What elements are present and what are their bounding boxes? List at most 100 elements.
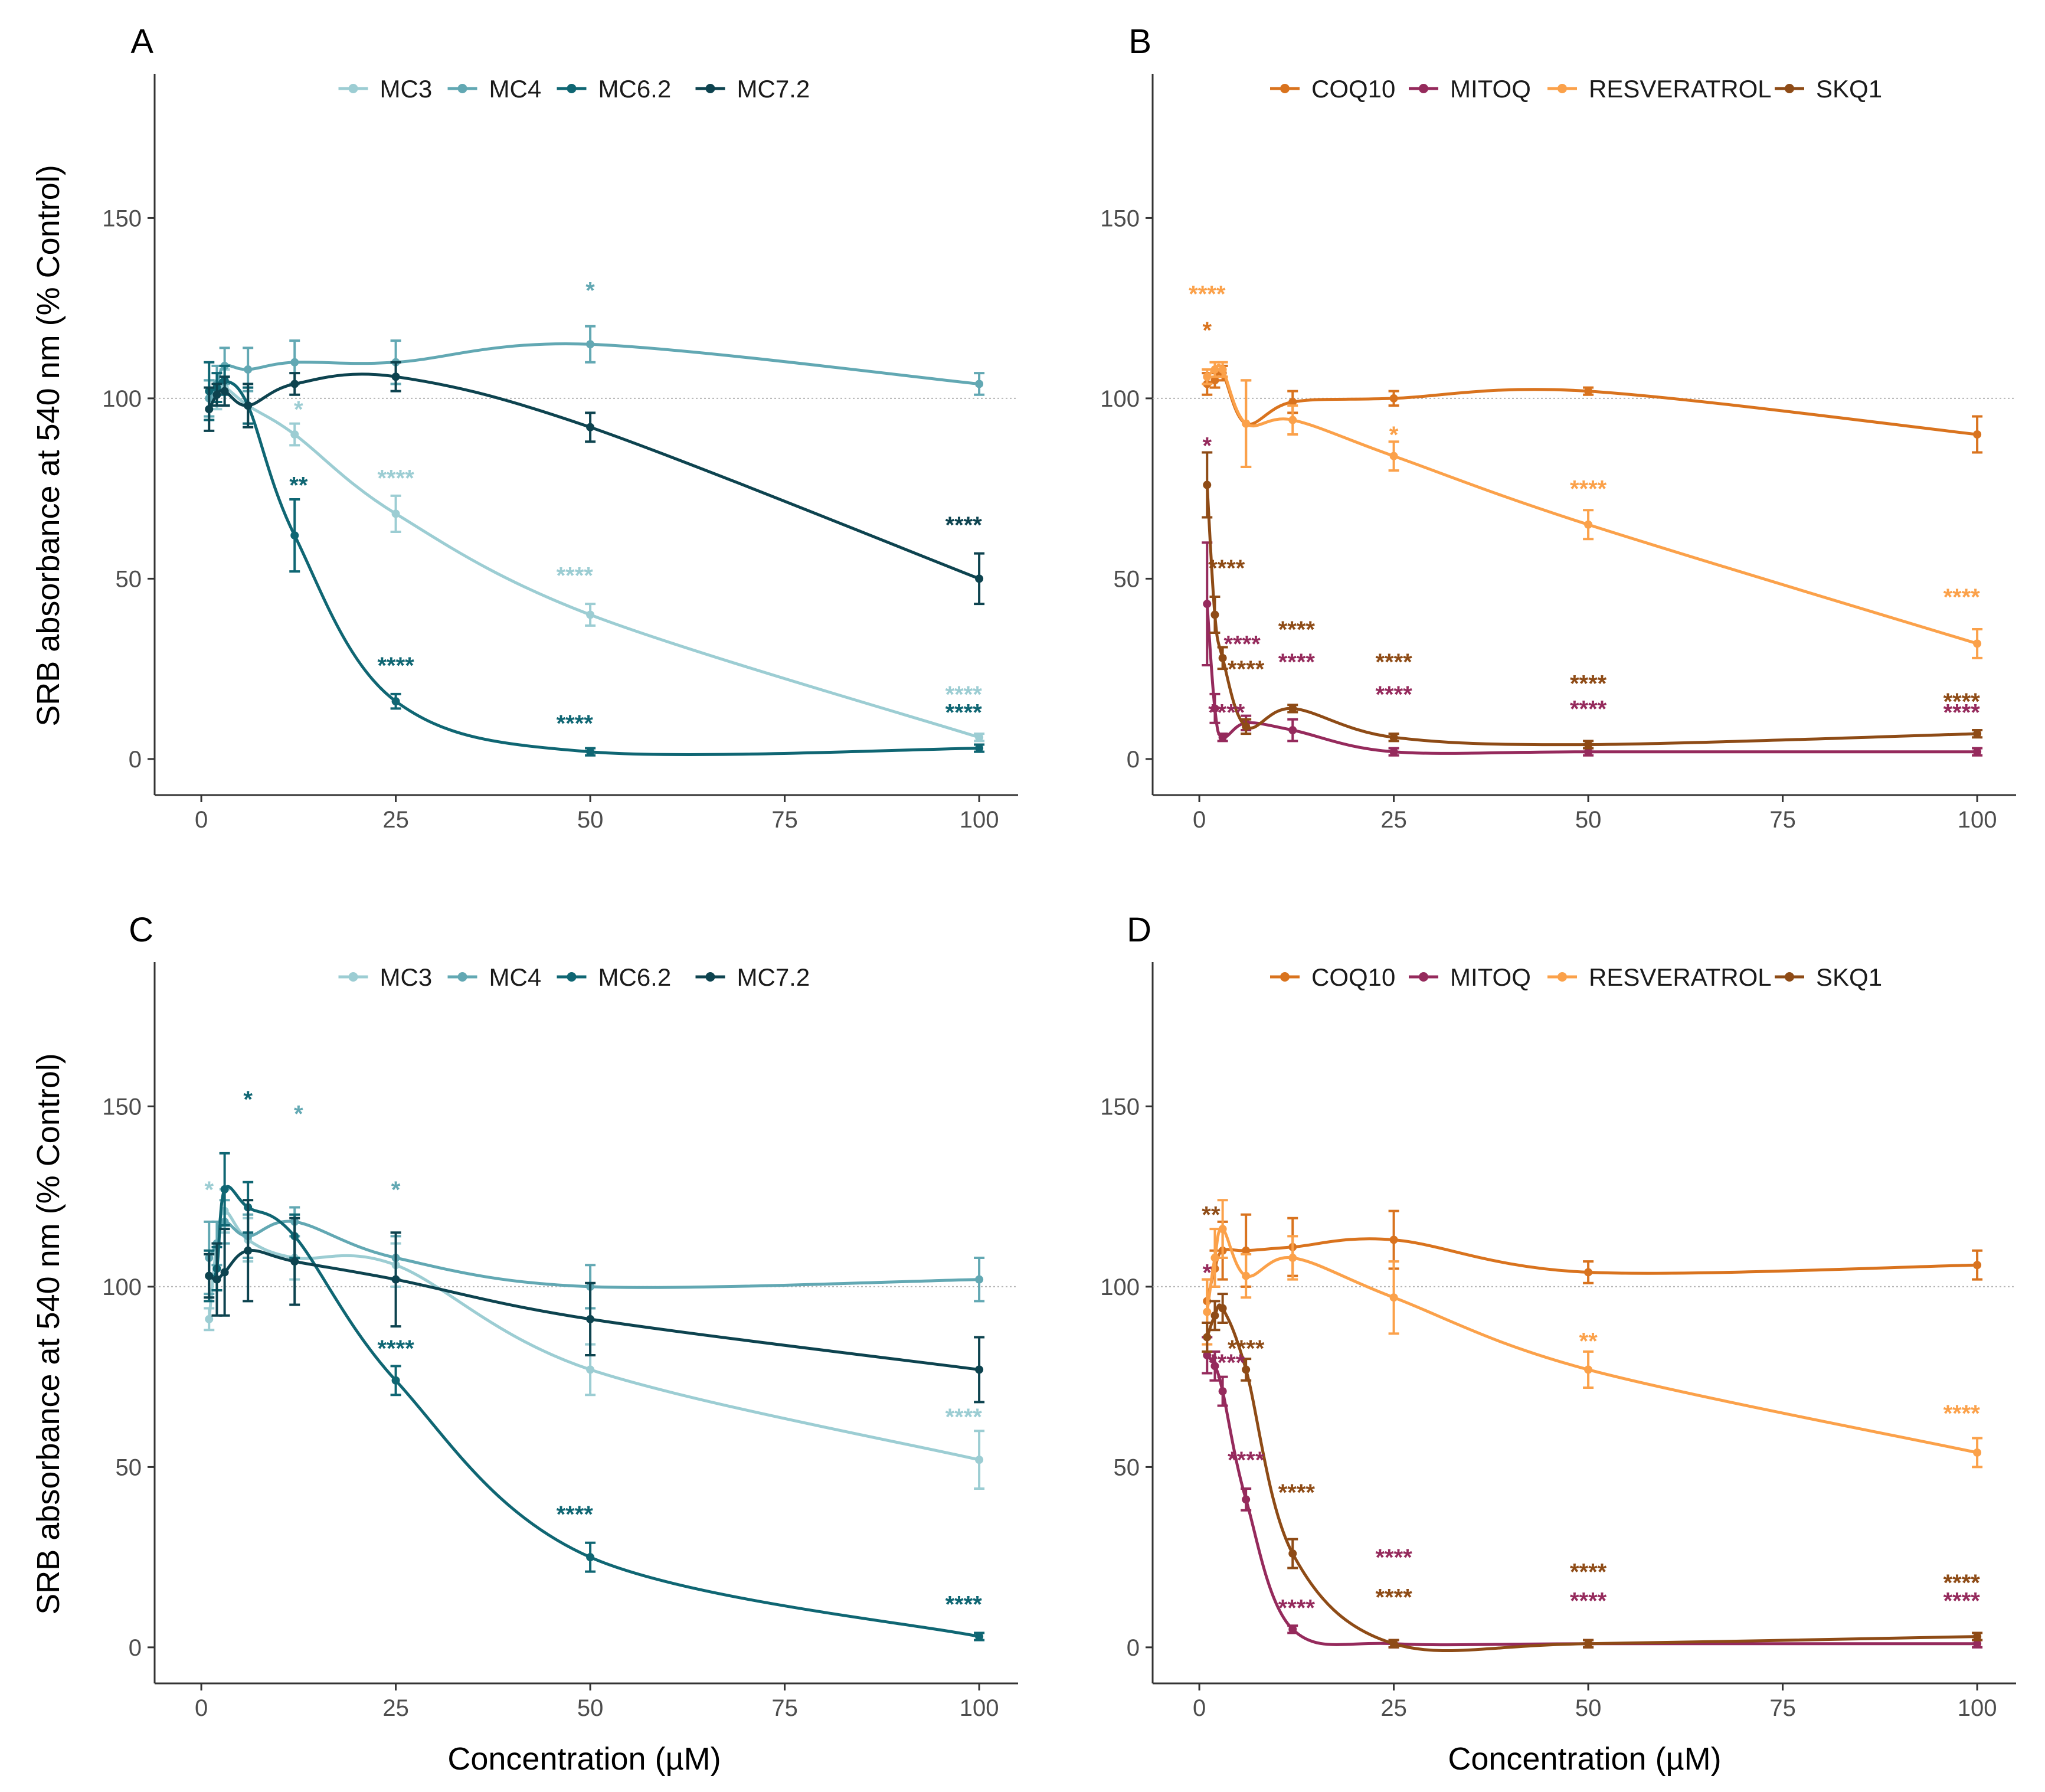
data-point	[391, 1376, 400, 1385]
data-point	[1210, 1362, 1219, 1371]
data-point	[1288, 416, 1297, 424]
series-line	[1205, 604, 1978, 755]
significance-label: *	[585, 278, 595, 304]
significance-label: ****	[1943, 689, 1981, 715]
significance-label: ****	[1570, 476, 1607, 502]
data-point	[586, 340, 595, 349]
significance-label: ****	[1208, 1350, 1245, 1376]
significance-label: ****	[1570, 696, 1607, 722]
y-tick-label: 150	[1100, 1094, 1140, 1120]
x-tick-label: 50	[1575, 1695, 1602, 1721]
significance-label: ****	[377, 1336, 414, 1362]
data-point	[290, 380, 299, 388]
data-point	[290, 358, 299, 367]
legend-label: SKQ1	[1816, 963, 1882, 991]
legend-marker	[457, 972, 467, 982]
data-point	[290, 430, 299, 439]
significance-label: *	[1202, 1260, 1212, 1286]
data-point	[1288, 726, 1297, 735]
significance-label: ****	[557, 563, 594, 588]
data-point	[391, 372, 400, 381]
x-tick-label: 100	[1958, 1695, 1997, 1721]
legend-label: COQ10	[1311, 963, 1395, 991]
legend-label: SKQ1	[1816, 75, 1882, 103]
significance-label: ****	[1570, 1588, 1607, 1614]
data-point	[1242, 419, 1251, 428]
data-point	[1584, 747, 1593, 756]
series-MC4	[204, 325, 985, 418]
significance-label: ****	[1375, 649, 1412, 675]
legend-label: MITOQ	[1450, 75, 1531, 103]
data-point	[1210, 365, 1219, 374]
data-point	[391, 1275, 400, 1284]
series-MC7.2	[204, 361, 985, 606]
significance-label: *	[294, 397, 303, 423]
significance-label: ****	[1375, 682, 1412, 708]
data-point	[1584, 1268, 1593, 1277]
x-tick-label: 75	[1769, 807, 1796, 833]
significance-label: *	[1202, 433, 1212, 459]
data-point	[220, 1268, 229, 1277]
panel-label: C	[129, 911, 153, 949]
data-point	[975, 1365, 984, 1374]
data-point	[1584, 387, 1593, 395]
series-MITOQ	[1202, 541, 1983, 757]
significance-label: ****	[1208, 699, 1245, 725]
data-point	[1584, 520, 1593, 529]
data-point	[1288, 398, 1297, 407]
significance-label: ****	[945, 682, 983, 708]
data-point	[1973, 639, 1982, 648]
data-point	[1242, 1365, 1251, 1374]
series-line	[208, 1219, 980, 1289]
significance-label: *	[243, 1087, 253, 1113]
significance-label: ****	[1375, 1545, 1412, 1571]
series-line	[208, 372, 980, 580]
y-tick-label: 150	[1100, 205, 1140, 231]
data-point	[975, 380, 984, 388]
data-point	[1973, 1639, 1982, 1648]
data-point	[1218, 1387, 1227, 1396]
legend-label: MC6.2	[598, 75, 672, 103]
data-point	[1973, 747, 1982, 756]
legend-label: MC7.2	[737, 963, 810, 991]
significance-label: ****	[1943, 584, 1981, 610]
data-point	[975, 1456, 984, 1464]
significance-label: *	[391, 1177, 401, 1203]
data-point	[212, 390, 221, 399]
panel-label: D	[1127, 911, 1151, 949]
significance-label: ****	[1208, 555, 1245, 581]
significance-label: ****	[1278, 1480, 1316, 1506]
significance-label: ****	[1570, 671, 1607, 697]
data-point	[1203, 1307, 1212, 1316]
series-MC3	[204, 1188, 985, 1490]
data-point	[391, 509, 400, 518]
series-line	[208, 1185, 980, 1639]
y-tick-label: 150	[102, 205, 142, 231]
significance-label: *	[1202, 318, 1212, 344]
data-point	[1973, 1632, 1982, 1641]
legend-marker	[1558, 972, 1567, 982]
series-SKQ1	[1202, 451, 1983, 750]
data-point	[1203, 1350, 1212, 1359]
series-COQ10	[1202, 364, 1983, 468]
legend-marker	[348, 972, 358, 982]
x-tick-label: 25	[382, 1695, 409, 1721]
legend-marker	[457, 84, 467, 93]
data-point	[586, 610, 595, 619]
data-point	[1203, 480, 1212, 489]
data-point	[220, 1185, 229, 1193]
y-tick-label: 0	[129, 1635, 142, 1661]
significance-label: *	[294, 1101, 303, 1127]
data-point	[1203, 600, 1212, 609]
significance-label: ****	[1223, 631, 1261, 657]
data-point	[975, 574, 984, 583]
significance-label: *	[1389, 422, 1399, 448]
series-line	[1205, 1237, 1978, 1302]
data-point	[1288, 1625, 1297, 1634]
panel-label: A	[130, 22, 153, 61]
panel-label: B	[1128, 22, 1151, 61]
data-point	[1584, 740, 1593, 749]
legend-marker	[705, 972, 715, 982]
